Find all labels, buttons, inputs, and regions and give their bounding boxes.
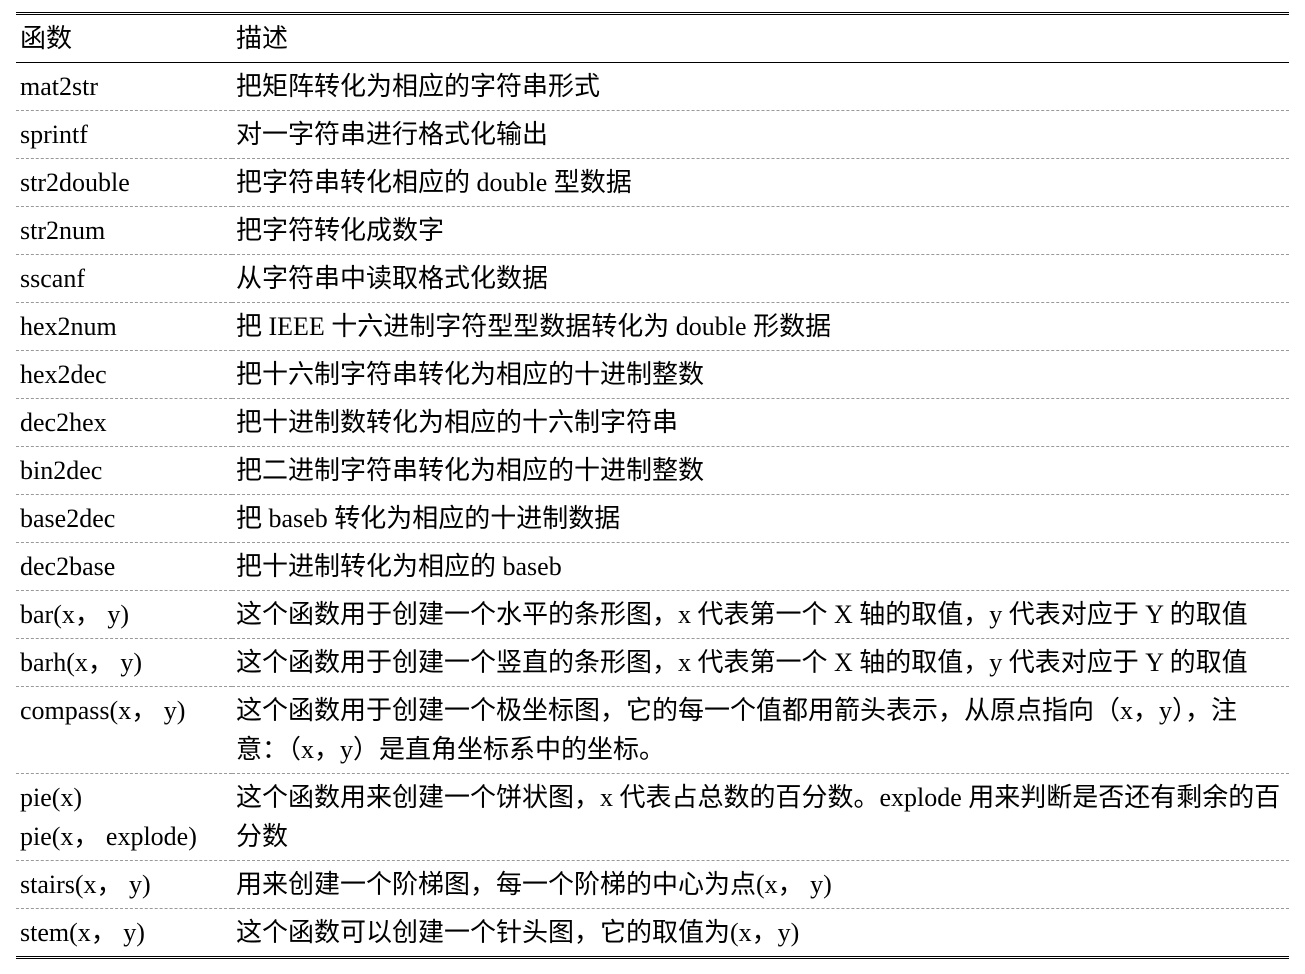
function-name-cell: bar(x， y) <box>16 591 232 639</box>
table-row: dec2hex把十进制数转化为相应的十六制字符串 <box>16 399 1289 447</box>
function-description-cell: 这个函数用于创建一个竖直的条形图，x 代表第一个 X 轴的取值，y 代表对应于 … <box>232 639 1289 687</box>
function-name-cell: hex2num <box>16 303 232 351</box>
function-name-cell: dec2hex <box>16 399 232 447</box>
functions-table: 函数描述mat2str把矩阵转化为相应的字符串形式sprintf对一字符串进行格… <box>16 12 1289 959</box>
table-row: str2double把字符串转化相应的 double 型数据 <box>16 159 1289 207</box>
table-row: hex2num把 IEEE 十六进制字符型型数据转化为 double 形数据 <box>16 303 1289 351</box>
function-description-cell: 从字符串中读取格式化数据 <box>232 255 1289 303</box>
table-row: str2num把字符转化成数字 <box>16 207 1289 255</box>
function-description-cell: 这个函数用于创建一个水平的条形图，x 代表第一个 X 轴的取值，y 代表对应于 … <box>232 591 1289 639</box>
function-name-cell: compass(x， y) <box>16 687 232 774</box>
table-row: stairs(x， y)用来创建一个阶梯图，每一个阶梯的中心为点(x， y) <box>16 861 1289 909</box>
function-name-cell: stairs(x， y) <box>16 861 232 909</box>
function-name-cell: barh(x， y) <box>16 639 232 687</box>
function-description-cell: 把 baseb 转化为相应的十进制数据 <box>232 495 1289 543</box>
function-description-cell: 把十六制字符串转化为相应的十进制整数 <box>232 351 1289 399</box>
function-name-cell: str2num <box>16 207 232 255</box>
table-row: mat2str把矩阵转化为相应的字符串形式 <box>16 63 1289 111</box>
function-name-cell: pie(x) pie(x， explode) <box>16 774 232 861</box>
function-description-cell: 把字符串转化相应的 double 型数据 <box>232 159 1289 207</box>
function-description-cell: 把 IEEE 十六进制字符型型数据转化为 double 形数据 <box>232 303 1289 351</box>
function-description-cell: 用来创建一个阶梯图，每一个阶梯的中心为点(x， y) <box>232 861 1289 909</box>
table-row: base2dec把 baseb 转化为相应的十进制数据 <box>16 495 1289 543</box>
function-name-cell: sscanf <box>16 255 232 303</box>
table-row: bar(x， y)这个函数用于创建一个水平的条形图，x 代表第一个 X 轴的取值… <box>16 591 1289 639</box>
function-description-cell: 这个函数用来创建一个饼状图，x 代表占总数的百分数。explode 用来判断是否… <box>232 774 1289 861</box>
table-header-row: 函数描述 <box>16 15 1289 63</box>
function-description-cell: 这个函数用于创建一个极坐标图，它的每一个值都用箭头表示，从原点指向（x，y），注… <box>232 687 1289 774</box>
function-description-cell: 把字符转化成数字 <box>232 207 1289 255</box>
table-row: sprintf对一字符串进行格式化输出 <box>16 111 1289 159</box>
function-name-cell: str2double <box>16 159 232 207</box>
function-name-cell: stem(x， y) <box>16 909 232 957</box>
function-description-cell: 把十进制转化为相应的 baseb <box>232 543 1289 591</box>
column-header-description: 描述 <box>232 15 1289 63</box>
column-header-function: 函数 <box>16 15 232 63</box>
table-row: stem(x， y)这个函数可以创建一个针头图，它的取值为(x，y) <box>16 909 1289 957</box>
function-name-cell: bin2dec <box>16 447 232 495</box>
function-description-cell: 把矩阵转化为相应的字符串形式 <box>232 63 1289 111</box>
table-row: pie(x) pie(x， explode)这个函数用来创建一个饼状图，x 代表… <box>16 774 1289 861</box>
function-name-cell: hex2dec <box>16 351 232 399</box>
function-name-cell: base2dec <box>16 495 232 543</box>
function-description-cell: 把十进制数转化为相应的十六制字符串 <box>232 399 1289 447</box>
table-row: compass(x， y)这个函数用于创建一个极坐标图，它的每一个值都用箭头表示… <box>16 687 1289 774</box>
table-row: sscanf从字符串中读取格式化数据 <box>16 255 1289 303</box>
table-row: barh(x， y)这个函数用于创建一个竖直的条形图，x 代表第一个 X 轴的取… <box>16 639 1289 687</box>
table-row: dec2base把十进制转化为相应的 baseb <box>16 543 1289 591</box>
function-name-cell: dec2base <box>16 543 232 591</box>
function-description-cell: 把二进制字符串转化为相应的十进制整数 <box>232 447 1289 495</box>
function-name-cell: mat2str <box>16 63 232 111</box>
table-row: hex2dec把十六制字符串转化为相应的十进制整数 <box>16 351 1289 399</box>
function-description-cell: 这个函数可以创建一个针头图，它的取值为(x，y) <box>232 909 1289 957</box>
table-row: bin2dec把二进制字符串转化为相应的十进制整数 <box>16 447 1289 495</box>
function-description-cell: 对一字符串进行格式化输出 <box>232 111 1289 159</box>
function-name-cell: sprintf <box>16 111 232 159</box>
